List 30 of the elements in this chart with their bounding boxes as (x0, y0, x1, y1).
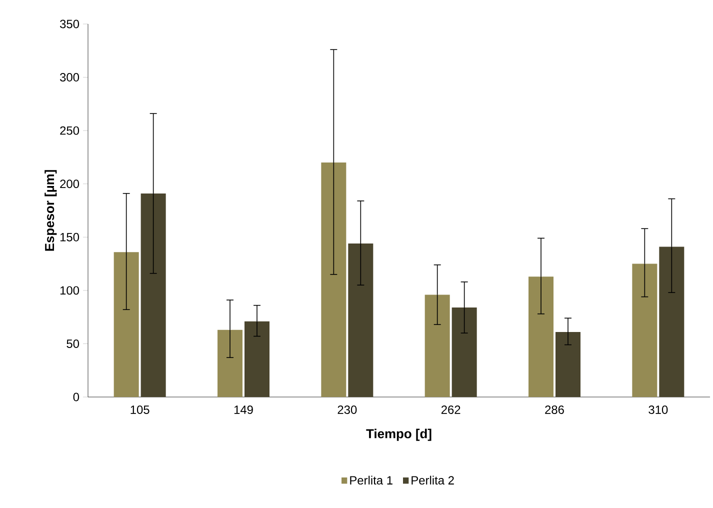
y-tick-label: 200 (60, 180, 80, 188)
y-tick-label: 250 (60, 126, 80, 135)
y-tick-label: 150 (60, 232, 80, 242)
y-tick-label: 0 (73, 392, 80, 402)
bar (528, 276, 554, 397)
y-tick-label: 100 (60, 286, 80, 295)
bar (452, 307, 477, 397)
y-axis-title: Espesor [µm] (44, 170, 57, 251)
bar (140, 193, 166, 397)
bar (114, 252, 139, 397)
legend-label: Perlita 1 (350, 476, 392, 485)
bar (424, 294, 450, 397)
bar (555, 332, 580, 397)
bar (321, 162, 346, 397)
x-axis-title: Tiempo [d] (366, 428, 432, 441)
bar (659, 246, 684, 397)
x-tick-label: 286 (545, 406, 564, 414)
bar (218, 330, 243, 397)
x-tick-label: 310 (648, 406, 668, 414)
x-tick-label: 149 (234, 406, 253, 414)
x-tick-label: 230 (338, 406, 357, 414)
x-tick-label: 262 (441, 406, 460, 414)
y-tick-label: 350 (60, 20, 80, 28)
y-tick-label: 50 (66, 339, 80, 348)
bar (632, 264, 658, 397)
bar (348, 244, 374, 397)
y-tick-label: 300 (60, 73, 80, 82)
legend-label: Perlita 2 (412, 476, 454, 485)
x-tick-label: 105 (130, 406, 150, 414)
bar (244, 321, 270, 397)
